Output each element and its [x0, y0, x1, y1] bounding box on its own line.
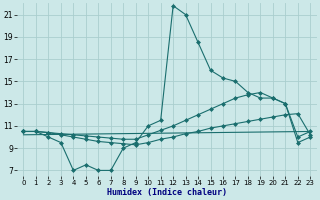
X-axis label: Humidex (Indice chaleur): Humidex (Indice chaleur) [107, 188, 227, 197]
